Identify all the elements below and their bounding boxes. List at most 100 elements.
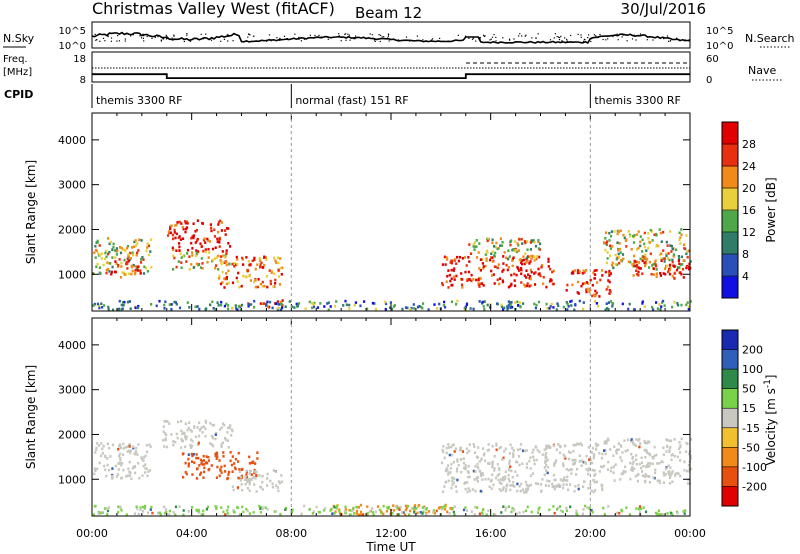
heatmap-cell [548, 280, 552, 283]
heatmap-cell [191, 473, 194, 476]
heatmap-cell [220, 229, 223, 232]
velocity-cbar-close: ] [764, 375, 778, 380]
heatmap-cell [487, 448, 490, 452]
heatmap-cell [507, 467, 511, 471]
heatmap-cell [578, 299, 581, 303]
heatmap-cell [110, 477, 114, 480]
heatmap-cell [481, 471, 484, 475]
nsky-dot [422, 39, 424, 41]
heatmap-cell [470, 510, 473, 513]
heatmap-cell [114, 249, 117, 252]
heatmap-cell [107, 468, 111, 472]
nsky-dot [668, 40, 670, 42]
heatmap-cell [533, 240, 536, 244]
heatmap-cell [150, 265, 153, 269]
heatmap-cell [665, 450, 668, 453]
heatmap-cell [280, 480, 284, 483]
heatmap-cell [545, 469, 548, 472]
heatmap-cell [404, 504, 408, 508]
nsky-dot [372, 37, 374, 39]
heatmap-cell [263, 284, 266, 288]
heatmap-cell [606, 285, 609, 289]
nsky-dot [376, 38, 378, 41]
heatmap-cell [261, 475, 264, 478]
heatmap-cell [273, 272, 276, 275]
heatmap-cell [350, 513, 353, 516]
heatmap-cell [252, 511, 255, 514]
nsky-dot [353, 38, 355, 40]
heatmap-cell [245, 507, 248, 511]
heatmap-cell [460, 283, 464, 287]
heatmap-cell [180, 437, 183, 441]
heatmap-cell [279, 257, 282, 260]
heatmap-cell [129, 257, 132, 260]
heatmap-cell [663, 257, 666, 260]
heatmap-cell [520, 281, 523, 284]
heatmap-cell [248, 462, 251, 465]
heatmap-cell [452, 460, 455, 464]
nsky-dot [560, 35, 562, 37]
heatmap-cell [641, 302, 644, 305]
heatmap-cell [622, 469, 625, 473]
heatmap-cell [446, 510, 449, 514]
heatmap-cell [575, 509, 578, 513]
heatmap-cell [233, 262, 236, 265]
nsky-dot [580, 34, 582, 36]
heatmap-cell [130, 264, 133, 268]
heatmap-cell [637, 246, 640, 250]
heatmap-cell [231, 262, 234, 266]
heatmap-cell [157, 511, 160, 515]
heatmap-cell [533, 302, 536, 306]
heatmap-cell [661, 460, 664, 464]
heatmap-cell [639, 244, 642, 248]
nsky-dot [151, 37, 153, 39]
heatmap-cell [669, 439, 673, 443]
heatmap-cell [359, 304, 362, 308]
heatmap-cell [670, 458, 673, 462]
heatmap-cell [504, 470, 507, 474]
heatmap-cell [472, 243, 475, 246]
heatmap-cell [641, 257, 644, 261]
heatmap-cell [680, 233, 683, 236]
heatmap-cell [532, 448, 535, 452]
heatmap-cell [184, 221, 187, 225]
heatmap-cell [139, 269, 142, 272]
freq-strip-frame [91, 51, 691, 83]
heatmap-cell [533, 258, 536, 262]
heatmap-cell [508, 462, 511, 465]
heatmap-cell [582, 508, 585, 511]
heatmap-cell [641, 474, 644, 477]
heatmap-cell [129, 449, 132, 452]
heatmap-cell [165, 433, 168, 437]
heatmap-cell [597, 443, 600, 447]
heatmap-cell [114, 256, 117, 259]
heatmap-cell [254, 267, 257, 271]
heatmap-cell [128, 460, 131, 464]
heatmap-cell [217, 220, 220, 224]
freq-tick-bottom: 8 [80, 75, 86, 86]
heatmap-cell [376, 505, 380, 508]
heatmap-cell [479, 489, 482, 493]
heatmap-cell [148, 443, 151, 447]
heatmap-cell [297, 302, 301, 305]
heatmap-cell [108, 270, 111, 273]
heatmap-cell [144, 454, 147, 458]
heatmap-cell [529, 268, 532, 272]
heatmap-cell [641, 250, 644, 253]
heatmap-cell [521, 259, 524, 262]
nsky-dot [525, 34, 527, 36]
heatmap-cell [139, 261, 143, 264]
heatmap-cell [481, 282, 484, 285]
heatmap-cell [126, 257, 129, 261]
heatmap-cell [98, 444, 101, 447]
heatmap-cell [688, 452, 691, 456]
heatmap-cell [242, 263, 245, 266]
heatmap-cell [206, 237, 209, 241]
heatmap-cell [667, 270, 670, 274]
heatmap-cell [353, 512, 356, 515]
heatmap-cell [142, 505, 145, 509]
heatmap-cell [401, 307, 404, 311]
heatmap-cell [509, 443, 512, 447]
heatmap-cell [149, 508, 152, 511]
